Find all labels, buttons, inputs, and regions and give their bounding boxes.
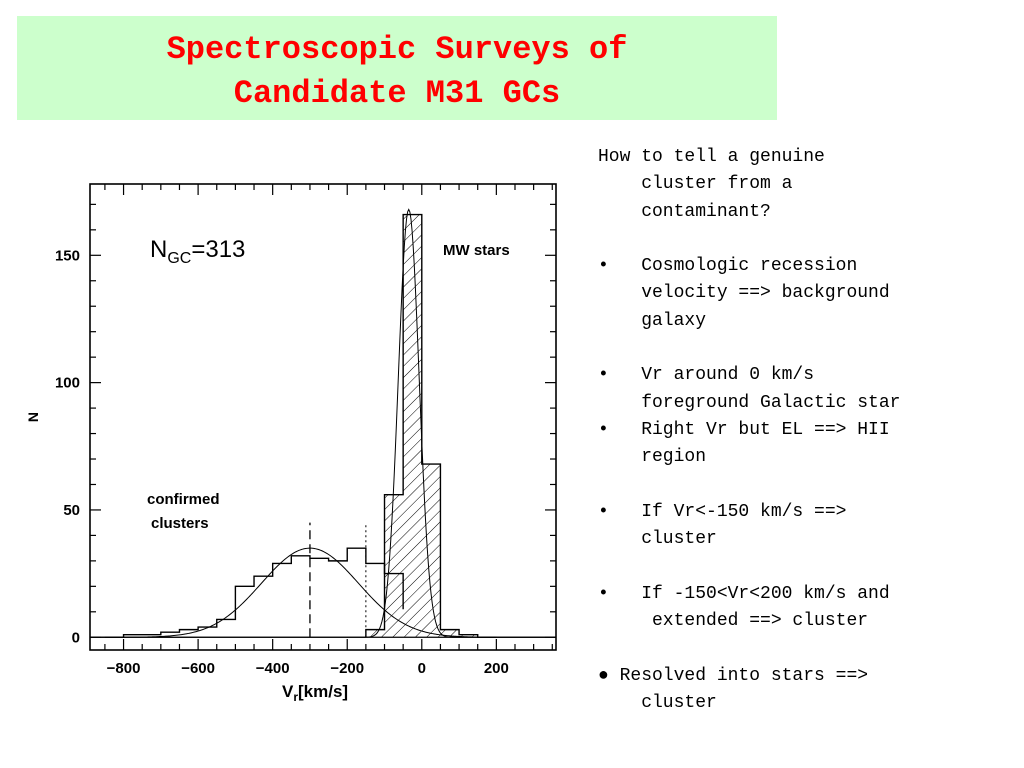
note-line: cluster from a: [598, 174, 793, 195]
ngc-sub: GC: [167, 250, 191, 267]
note-line: cluster: [598, 529, 717, 550]
note-line: [598, 335, 1018, 362]
x-tick-label: −400: [256, 660, 290, 677]
gaussian-fit-clusters: [90, 547, 556, 638]
title-line-2: Candidate M31 GCs: [233, 75, 561, 112]
note-line: [598, 635, 1018, 662]
x-tick-label: 200: [484, 660, 509, 677]
ngc-value: =313: [191, 236, 245, 263]
y-tick-label: 0: [72, 629, 80, 646]
x-axis-label-sub: r: [293, 690, 298, 704]
mw-stars-label: MW stars: [443, 242, 510, 259]
note-line: • Cosmologic recession: [598, 256, 858, 277]
y-tick-label: 50: [63, 502, 80, 519]
note-line: [598, 472, 1018, 499]
confirmed-label-line-2: clusters: [151, 515, 209, 532]
y-tick-label: 150: [55, 247, 80, 264]
x-tick-label: 0: [418, 660, 426, 677]
mw-stars-hatch-fill: [365, 214, 497, 638]
x-axis-label-unit: [km/s]: [298, 682, 348, 701]
note-line: cluster: [598, 692, 717, 713]
note-line: ● Resolved into stars ==>: [598, 665, 869, 686]
note-line: • Vr around 0 km/s: [598, 365, 815, 386]
note-line: region: [598, 447, 707, 468]
note-line: extended ==> cluster: [598, 611, 869, 632]
gaussian-fit-mw: [90, 208, 556, 638]
note-line: • If Vr<-150 km/s ==>: [598, 501, 847, 522]
note-line: [598, 226, 1018, 253]
x-tick-label: −200: [330, 660, 364, 677]
note-line: • Right Vr but EL ==> HII: [598, 419, 890, 440]
x-tick-label: −600: [181, 660, 215, 677]
note-line: contaminant?: [598, 201, 771, 222]
x-axis-label: Vr[km/s]: [282, 682, 348, 704]
y-axis-label: N: [25, 412, 41, 422]
note-line: [598, 553, 1018, 580]
note-line: foreground Galactic star: [598, 392, 901, 413]
plot-clip-group: [90, 208, 556, 638]
title-box: Spectroscopic Surveys of Candidate M31 G…: [17, 16, 777, 120]
note-line: • If -150<Vr<200 km/s and: [598, 583, 890, 604]
confirmed-label-line-1: confirmed: [147, 491, 220, 508]
ngc-main: N: [150, 236, 167, 263]
title-line-1: Spectroscopic Surveys of: [166, 31, 628, 68]
plot-frame: [89, 183, 557, 651]
x-axis-label-main: V: [282, 682, 294, 701]
plot-area: −800 −600 −400 −200 0 200 0 50 100 150: [55, 183, 557, 677]
x-tick-label: −800: [107, 660, 141, 677]
ngc-annotation: NGC=313: [150, 236, 245, 267]
note-line: How to tell a genuine: [598, 147, 825, 167]
note-line: velocity ==> background: [598, 283, 890, 304]
note-line: galaxy: [598, 310, 707, 331]
confirmed-clusters-histogram: [104, 547, 404, 638]
y-tick-label: 100: [55, 375, 80, 392]
mw-stars-histogram: [365, 213, 497, 638]
slide-title: Spectroscopic Surveys of Candidate M31 G…: [17, 28, 777, 116]
notes-panel: How to tell a genuine cluster from a con…: [598, 144, 1018, 717]
